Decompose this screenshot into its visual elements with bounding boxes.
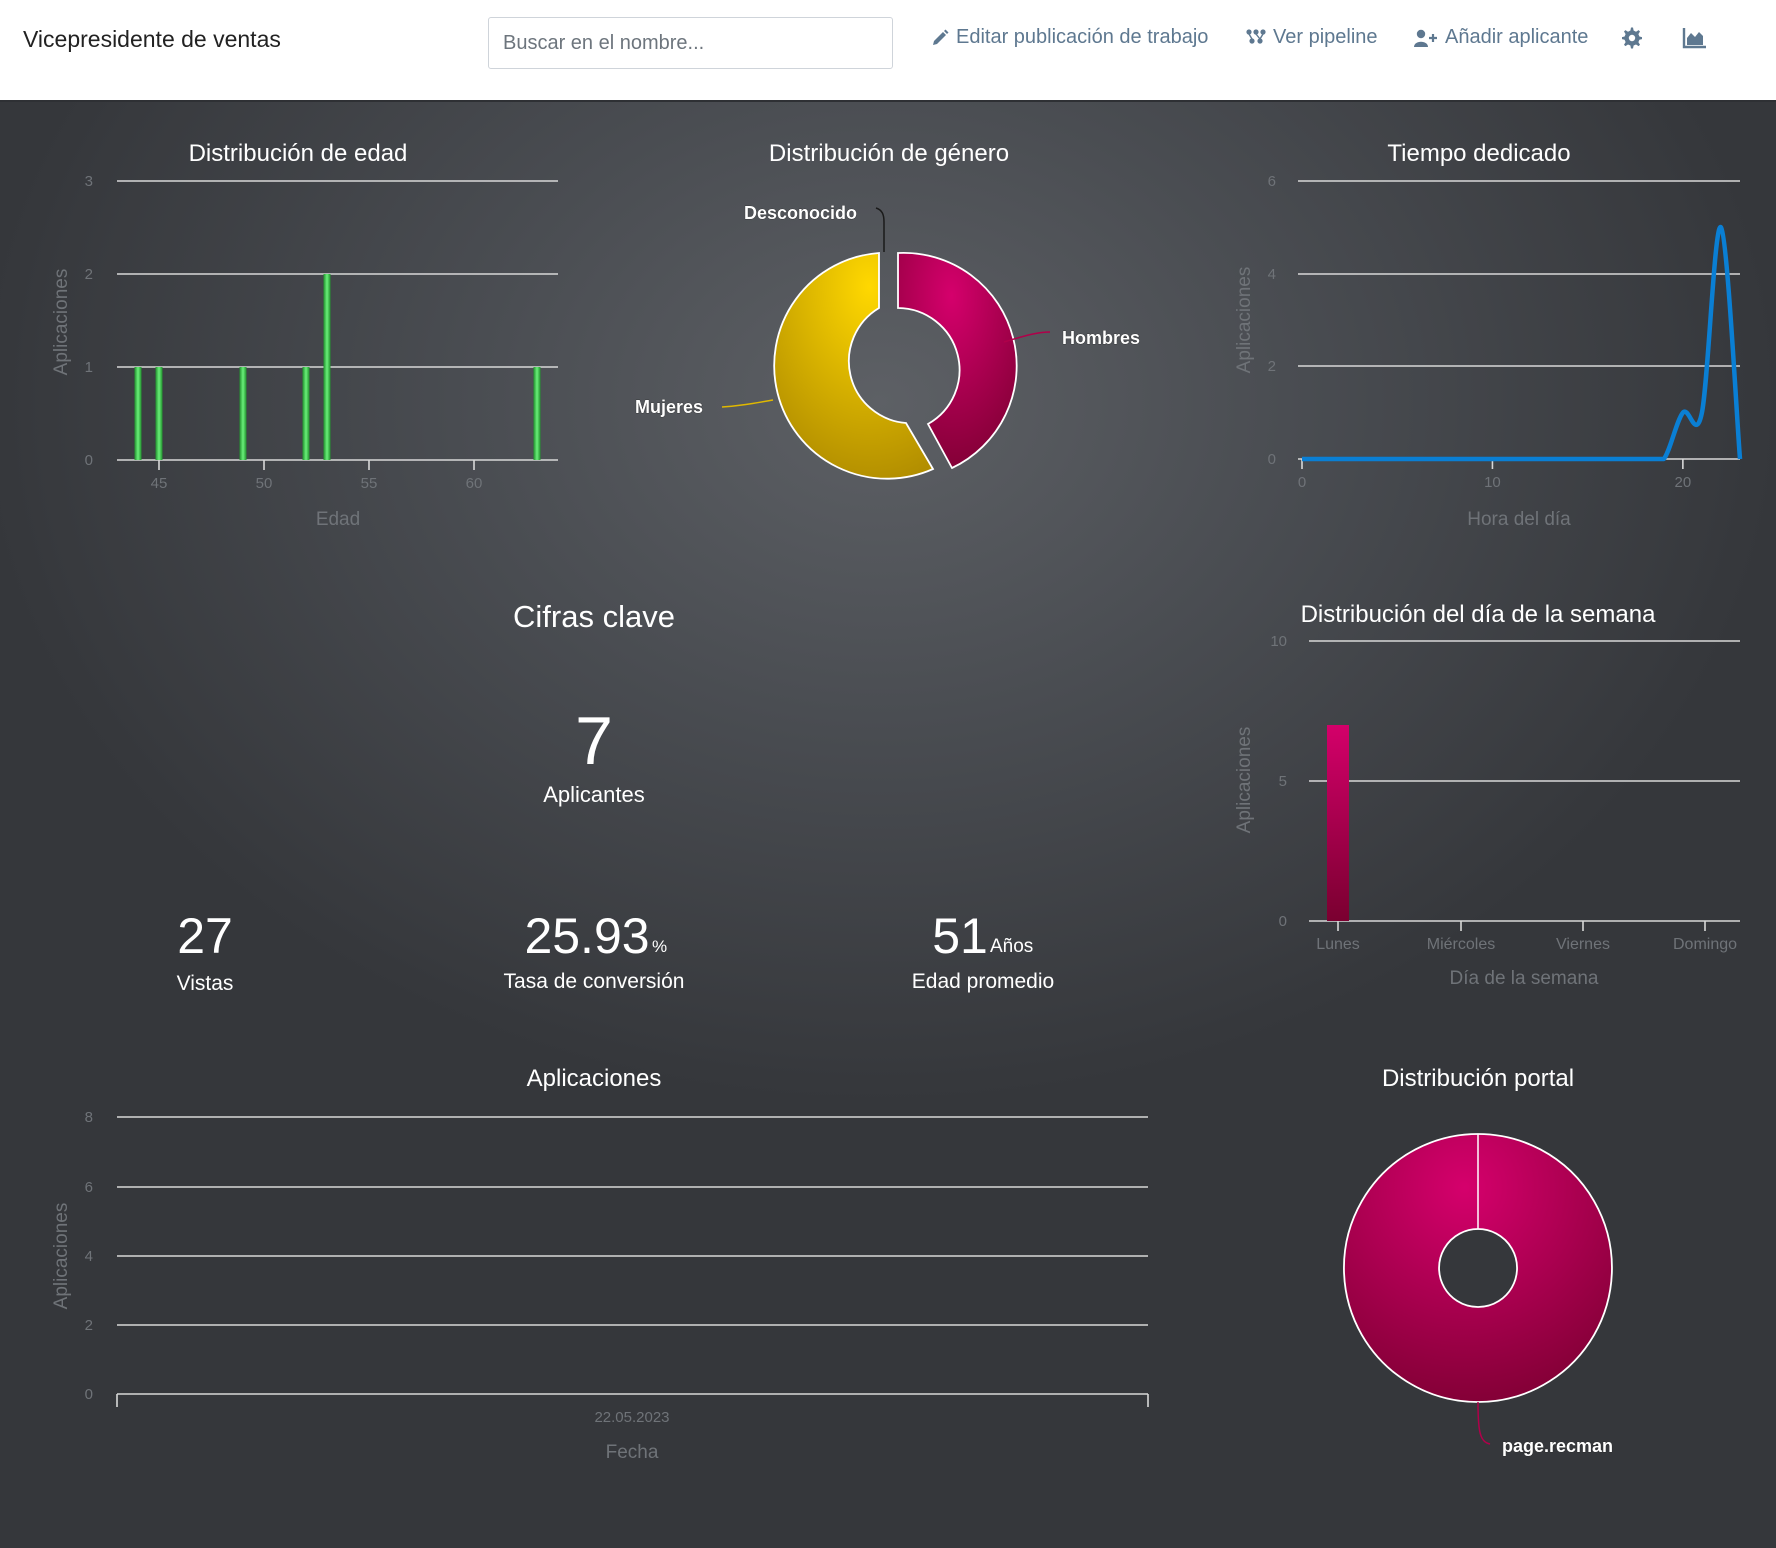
mujeres-connector <box>721 399 774 408</box>
applicants-label: Aplicantes <box>543 782 645 807</box>
age-ytick-3: 3 <box>85 173 93 190</box>
age-xtick-50: 50 <box>256 475 273 492</box>
time-spent-chart: Tiempo dedicado 6 4 2 0 0 10 20 Hora del d… <box>1234 140 1743 530</box>
time-xtick-20: 20 <box>1675 474 1692 491</box>
gender-distribution-chart: Distribución de género Hombres Mujeres D… <box>635 140 1140 480</box>
age-bar-45[interactable] <box>155 367 163 460</box>
dashboard: Distribución de edad 3 2 1 0 45 50 55 60 Ed… <box>0 102 1776 1548</box>
portal-chart-title: Distribución portal <box>1382 1065 1574 1092</box>
weekday-xtick-domingo: Domingo <box>1673 936 1737 953</box>
age-y-axis-label: Aplicaciones <box>51 269 72 376</box>
pencil-icon <box>930 28 950 48</box>
settings-gear-icon[interactable] <box>1620 26 1648 54</box>
time-x-axis-label: Hora del día <box>1467 509 1571 530</box>
age-ytick-1: 1 <box>85 359 93 376</box>
gender-chart-title: Distribución de género <box>769 140 1009 167</box>
age-ytick-2: 2 <box>85 266 93 283</box>
applications-ytick-2: 2 <box>85 1317 93 1334</box>
edit-job-posting-label: Editar publicación de trabajo <box>956 26 1209 48</box>
search-input[interactable] <box>488 17 893 69</box>
job-title: Vicepresidente de ventas <box>23 26 281 52</box>
views-label: Vistas <box>177 972 234 995</box>
time-chart-title: Tiempo dedicado <box>1387 140 1570 167</box>
age-chart-title: Distribución de edad <box>189 140 408 167</box>
weekday-chart-title: Distribución del día de la semana <box>1301 601 1657 628</box>
portal-connector <box>1477 1401 1491 1445</box>
weekday-xtick-viernes: Viernes <box>1556 936 1610 953</box>
gender-label-desconocido: Desconocido <box>744 203 857 223</box>
view-pipeline-button[interactable]: Ver pipeline <box>1245 26 1378 49</box>
age-xtick-45: 45 <box>151 475 168 492</box>
applicants-value: 7 <box>575 703 613 779</box>
time-ytick-4: 4 <box>1268 266 1276 283</box>
views-value: 27 <box>177 908 233 964</box>
hombres-connector <box>1003 331 1051 343</box>
gender-label-mujeres: Mujeres <box>635 397 703 417</box>
applications-ytick-4: 4 <box>85 1248 93 1265</box>
applications-ytick-6: 6 <box>85 1179 93 1196</box>
age-ytick-0: 0 <box>85 452 93 469</box>
add-applicant-label: Añadir aplicante <box>1445 26 1589 48</box>
age-bar-44[interactable] <box>134 367 142 460</box>
age-bar-53[interactable] <box>323 274 331 460</box>
gender-label-hombres: Hombres <box>1062 328 1140 348</box>
time-ytick-2: 2 <box>1268 358 1276 375</box>
key-figures-panel: Cifras clave 7 Aplicantes 27 Vistas 25.9… <box>177 599 1055 995</box>
edit-job-posting-button[interactable]: Editar publicación de trabajo <box>930 26 1208 49</box>
applications-chart: Aplicaciones 8 6 4 2 0 22.05.2023 Fecha … <box>51 1065 1149 1463</box>
gender-slice-mujeres[interactable] <box>773 252 935 480</box>
weekday-x-axis-label: Día de la semana <box>1450 968 1599 989</box>
applications-xtick-date: 22.05.2023 <box>594 1409 669 1426</box>
average-age-value: 51 <box>932 908 988 964</box>
time-ytick-0: 0 <box>1268 451 1276 468</box>
time-xtick-0: 0 <box>1298 474 1306 491</box>
applications-ytick-8: 8 <box>85 1109 93 1126</box>
add-user-icon <box>1413 28 1439 48</box>
pipeline-icon <box>1245 28 1267 48</box>
time-y-axis-label: Aplicaciones <box>1234 267 1255 374</box>
weekday-distribution-chart: Distribución del día de la semana 10 5 0… <box>1234 601 1740 989</box>
add-applicant-button[interactable]: Añadir aplicante <box>1413 26 1588 49</box>
conversion-value: 25.93 <box>524 908 649 964</box>
applications-chart-title: Aplicaciones <box>527 1065 662 1092</box>
age-bar-49[interactable] <box>239 367 247 460</box>
age-distribution-chart: Distribución de edad 3 2 1 0 45 50 55 60 Ed… <box>51 140 558 530</box>
top-bar: Vicepresidente de ventas Editar publicac… <box>0 0 1776 102</box>
weekday-ytick-0: 0 <box>1279 913 1287 930</box>
area-chart-icon[interactable] <box>1682 26 1710 54</box>
weekday-y-axis-label: Aplicaciones <box>1234 727 1255 834</box>
portal-slice-page-recman[interactable] <box>1343 1133 1613 1403</box>
weekday-ytick-10: 10 <box>1270 633 1287 650</box>
conversion-unit: % <box>652 937 667 956</box>
applications-ytick-0: 0 <box>85 1386 93 1403</box>
time-ytick-6: 6 <box>1268 173 1276 190</box>
average-age-unit: Años <box>990 936 1033 957</box>
desconocido-connector <box>875 207 885 252</box>
portal-distribution-chart: Distribución portal page.recman <box>1343 1065 1613 1456</box>
weekday-ytick-5: 5 <box>1279 773 1287 790</box>
applications-x-axis-label: Fecha <box>606 1442 659 1463</box>
conversion-label: Tasa de conversión <box>504 970 685 993</box>
applications-y-axis-label: Aplicaciones <box>51 1203 72 1310</box>
age-bar-63[interactable] <box>533 367 541 460</box>
weekday-xtick-miércoles: Miércoles <box>1427 936 1495 953</box>
weekday-bar-lunes[interactable] <box>1327 725 1349 921</box>
weekday-xtick-lunes: Lunes <box>1316 936 1360 953</box>
age-bar-52[interactable] <box>302 367 310 460</box>
key-figures-title: Cifras clave <box>513 599 675 634</box>
view-pipeline-label: Ver pipeline <box>1273 26 1378 48</box>
time-series-line[interactable] <box>1302 225 1743 462</box>
portal-label-page-recman: page.recman <box>1502 1436 1613 1456</box>
age-x-axis-label: Edad <box>316 509 360 530</box>
time-xtick-10: 10 <box>1484 474 1501 491</box>
age-xtick-55: 55 <box>361 475 378 492</box>
average-age-label: Edad promedio <box>912 970 1054 993</box>
gender-slice-hombres[interactable] <box>897 251 1018 470</box>
age-xtick-60: 60 <box>466 475 483 492</box>
